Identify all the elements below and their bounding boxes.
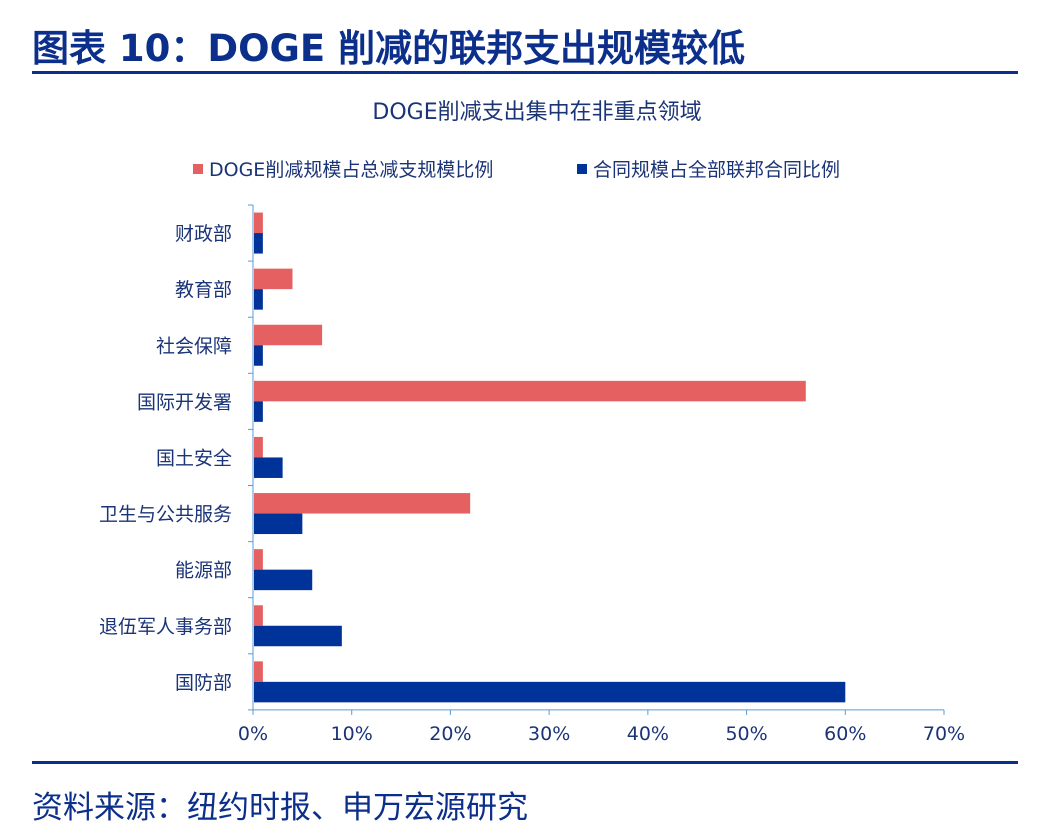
category-label: 国际开发署 bbox=[137, 391, 232, 413]
category-label: 教育部 bbox=[175, 279, 232, 301]
x-tick-label: 70% bbox=[923, 723, 965, 745]
bar-doge-cut bbox=[254, 436, 263, 458]
bar-chart: DOGE削减支出集中在非重点领域 DOGE削减规模占总减支规模比例 合同规模占全部… bbox=[99, 100, 965, 745]
legend-swatch-1 bbox=[577, 164, 587, 174]
bar-doge-cut bbox=[254, 493, 471, 514]
x-tick-label: 10% bbox=[331, 723, 373, 745]
bar-contract-share bbox=[254, 233, 263, 254]
bar-contract-share bbox=[254, 569, 313, 591]
category-label: 财政部 bbox=[175, 223, 232, 245]
bar-doge-cut bbox=[254, 661, 263, 682]
bottom-divider bbox=[32, 761, 1018, 764]
bar-contract-share bbox=[254, 345, 263, 366]
bar-contract-share bbox=[254, 625, 342, 647]
x-tick-label: 40% bbox=[627, 723, 669, 745]
bar-contract-share bbox=[254, 513, 303, 535]
bar-doge-cut bbox=[254, 605, 263, 626]
category-label: 社会保障 bbox=[156, 335, 232, 357]
bar-doge-cut bbox=[254, 324, 323, 346]
bar-contract-share bbox=[254, 289, 263, 310]
x-tick-label: 30% bbox=[528, 723, 570, 745]
source-note: 资料来源：纽约时报、申万宏源研究 bbox=[32, 790, 528, 826]
category-label: 能源部 bbox=[175, 560, 232, 582]
bar-doge-cut bbox=[254, 268, 293, 290]
top-divider bbox=[32, 71, 1018, 74]
bar-doge-cut bbox=[254, 549, 263, 570]
bar-contract-share bbox=[254, 401, 263, 422]
plot-area: 0% 10% 20% 30% 40% 50% 60% 70% 财政部教育部社会保障国际开发署国土… bbox=[99, 204, 965, 745]
category-label: 国土安全 bbox=[156, 447, 232, 469]
bar-contract-share bbox=[254, 457, 283, 478]
chart-title: DOGE削减支出集中在非重点领域 bbox=[372, 100, 701, 125]
category-label: 退伍军人事务部 bbox=[99, 616, 232, 638]
legend-label-1: 合同规模占全部联邦合同比例 bbox=[593, 159, 840, 181]
x-tick-label: 60% bbox=[824, 723, 866, 745]
category-label: 卫生与公共服务 bbox=[99, 504, 232, 526]
x-tick-label: 50% bbox=[725, 723, 767, 745]
x-tick-label: 20% bbox=[429, 723, 471, 745]
category-label: 国防部 bbox=[175, 672, 232, 694]
legend: DOGE削减规模占总减支规模比例 合同规模占全部联邦合同比例 bbox=[193, 159, 840, 181]
legend-swatch-0 bbox=[193, 164, 203, 174]
bar-contract-share bbox=[254, 681, 846, 703]
legend-label-0: DOGE削减规模占总减支规模比例 bbox=[209, 159, 493, 181]
bar-doge-cut bbox=[254, 212, 263, 234]
bar-doge-cut bbox=[254, 380, 806, 402]
x-tick-label: 0% bbox=[238, 723, 268, 745]
figure-title: 图表 10：DOGE 削减的联邦支出规模较低 bbox=[32, 27, 746, 70]
